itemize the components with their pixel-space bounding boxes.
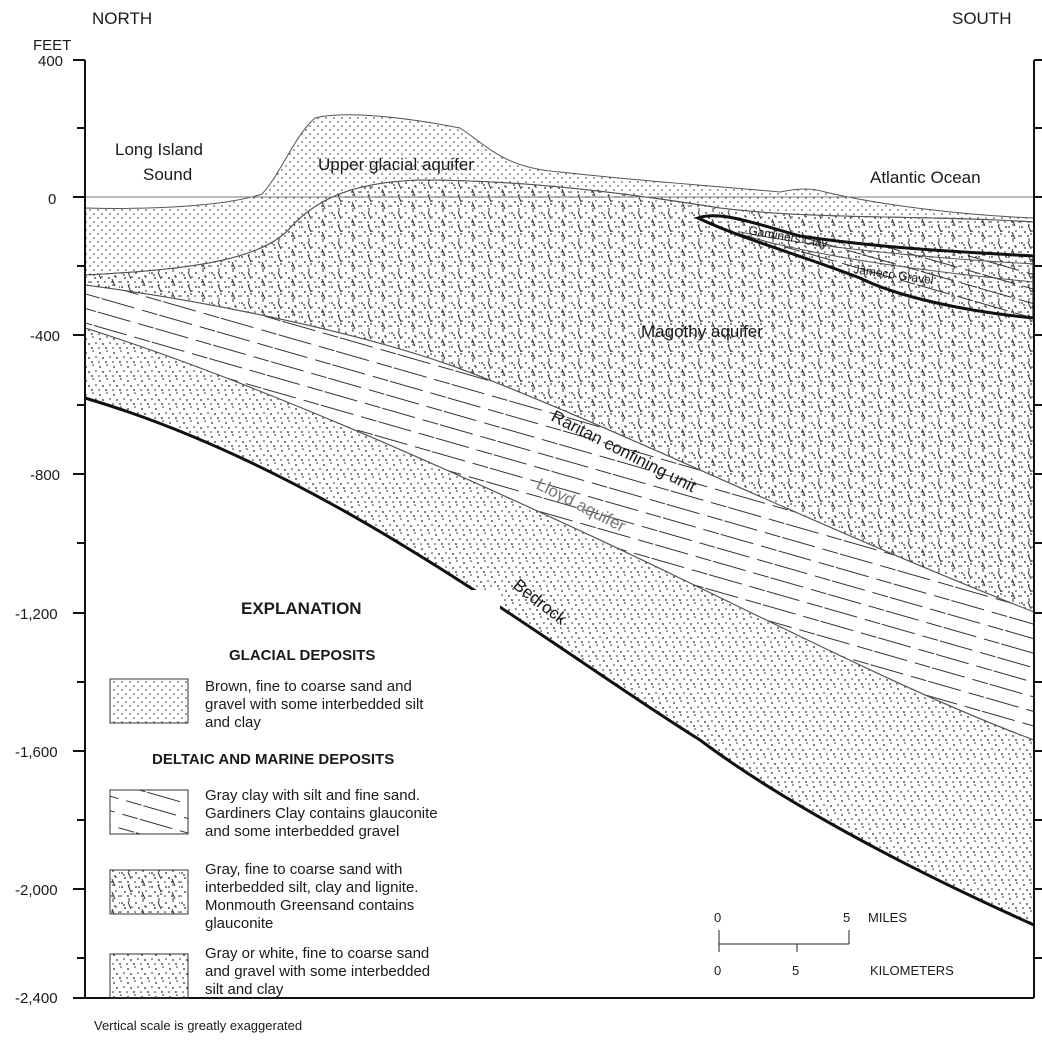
axis-ticks [73,59,1042,999]
axis-tick-label-4: -800 [30,467,60,484]
legend-swatch-greensand [109,869,189,915]
jameco-gravel-boundary [759,239,1034,283]
legend-swatch-glacial [109,678,189,724]
bedrock-surface [85,396,1034,927]
north-label: NORTH [92,9,152,28]
gardiners-clay-layer [694,214,1034,320]
axis-tick-label-5: -1,200 [15,606,58,623]
vertical-exaggeration-note: Vertical scale is greatly exaggerated [94,1018,302,1033]
scale-km-tick-5: 5 [792,963,799,978]
long-island-sound-label-line2: Sound [143,165,192,184]
scale-miles-tick-5: 5 [843,910,850,925]
legend-text-glacial-line2: gravel with some interbedded silt [205,696,424,713]
scale-miles-label: MILES [868,910,907,925]
scale-km-tick-0: 0 [714,963,721,978]
legend-swatch-clay [109,789,189,835]
scale-bar: 0 5 MILES 0 5 KILOMETERS [695,900,954,985]
legend-text-sand-line3: silt and clay [205,981,284,998]
axis-tick-label-2: 0 [48,191,56,208]
magothy-aquifer-label: Magothy aquifer [641,322,763,341]
axis-tick-label-6: -1,600 [15,744,58,761]
explanation-legend: EXPLANATION GLACIAL DEPOSITS Brown, fine… [100,590,500,999]
legend-text-glacial-line3: and clay [205,714,261,731]
legend-text-clay-line1: Gray clay with silt and fine sand. [205,787,420,804]
legend-text-sand-line2: and gravel with some interbedded [205,963,430,980]
legend-text-clay-line2: Gardiners Clay contains glauconite [205,805,438,822]
legend-text-sand-line1: Gray or white, fine to coarse sand [205,945,429,962]
legend-text-glacial-line1: Brown, fine to coarse sand and [205,678,412,695]
axis-tick-label-1: 400 [38,53,63,70]
long-island-sound-label-line1: Long Island [115,140,203,159]
axis-tick-label-8: -2,400 [15,990,58,1007]
atlantic-ocean-label: Atlantic Ocean [870,168,981,187]
upper-glacial-aquifer-layer [85,114,1034,276]
scale-km-label: KILOMETERS [870,963,954,978]
deltaic-marine-deposits-heading: DELTAIC AND MARINE DEPOSITS [152,751,394,768]
glacial-deposits-heading: GLACIAL DEPOSITS [229,647,375,664]
legend-swatch-sand [109,953,189,999]
upper-glacial-aquifer-label: Upper glacial aquifer [318,155,474,174]
legend-text-greensand-line3: Monmouth Greensand contains [205,897,414,914]
axis-tick-label-3: -400 [30,328,60,345]
legend-text-greensand-line4: glauconite [205,915,273,932]
axis-tick-label-7: -2,000 [15,882,58,899]
axis-unit-label: FEET [33,37,71,54]
legend-text-greensand-line1: Gray, fine to coarse sand with [205,861,402,878]
cross-section-plot [85,114,1034,927]
explanation-title: EXPLANATION [241,599,362,618]
legend-text-greensand-line2: interbedded silt, clay and lignite. [205,879,418,896]
scale-miles-tick-0: 0 [714,910,721,925]
south-label: SOUTH [952,9,1012,28]
legend-text-clay-line3: and some interbedded gravel [205,823,399,840]
gardiners-internal-boundary [739,231,1034,265]
